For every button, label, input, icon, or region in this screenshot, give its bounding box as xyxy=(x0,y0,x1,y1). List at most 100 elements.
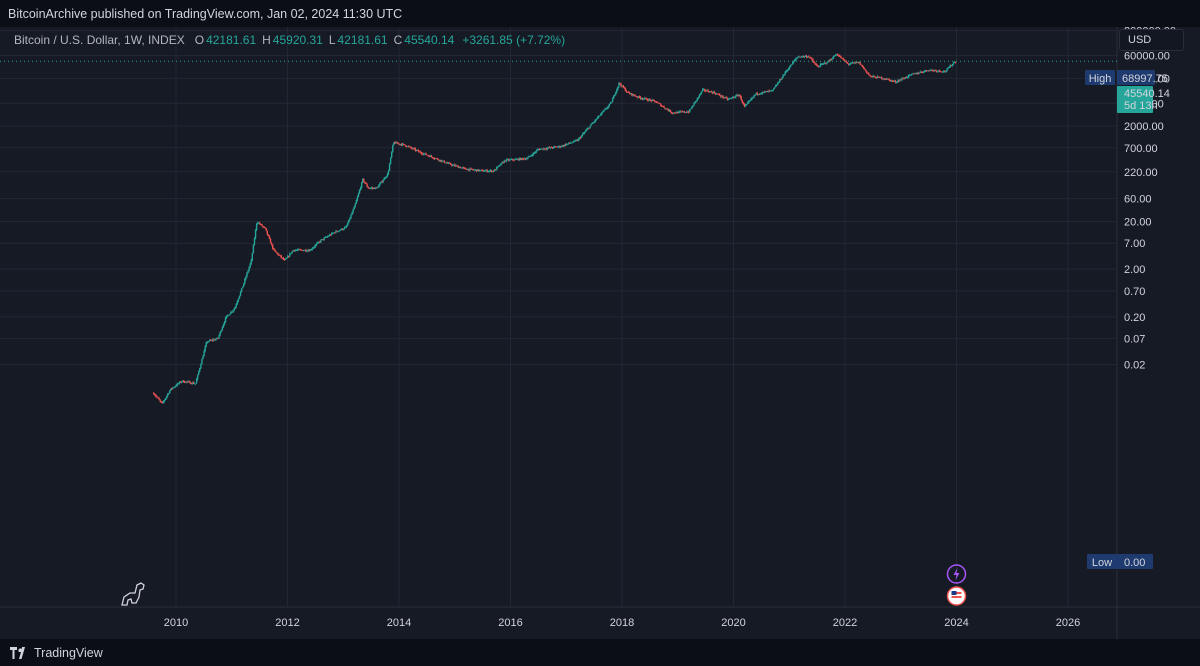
candle-body xyxy=(824,62,826,64)
candle-body xyxy=(265,228,267,231)
candle-body xyxy=(580,135,583,138)
lightning-bolt-icon xyxy=(953,568,960,580)
candle-body xyxy=(850,62,853,64)
low-value: 42181.61 xyxy=(337,33,388,47)
candle-body xyxy=(745,104,748,106)
candle-body xyxy=(675,112,677,114)
candle-body xyxy=(552,146,555,148)
candle-body xyxy=(232,310,234,312)
candle-body xyxy=(948,67,950,69)
candle-body xyxy=(841,58,843,59)
candle-body xyxy=(730,97,733,99)
candle-body xyxy=(906,77,909,78)
candle-body xyxy=(618,82,620,87)
candle-body xyxy=(323,237,325,240)
candle-body xyxy=(635,96,637,97)
candle-body xyxy=(421,152,423,154)
candle-body xyxy=(236,301,239,305)
candle-body xyxy=(601,112,603,115)
candle-body xyxy=(800,56,802,58)
candle-body xyxy=(818,66,821,68)
candle-body xyxy=(452,164,454,166)
candle-body xyxy=(462,167,465,169)
candle-body xyxy=(476,169,479,172)
candle-body xyxy=(514,159,516,161)
candle-body xyxy=(342,229,345,230)
candle-body xyxy=(537,149,540,151)
candle-body xyxy=(653,100,656,102)
candle-body xyxy=(876,76,879,79)
candle-body xyxy=(512,159,514,160)
candle-body xyxy=(202,356,204,360)
candle-body xyxy=(907,75,910,78)
candle-body xyxy=(410,146,412,148)
candle-body xyxy=(922,72,925,73)
candle-body xyxy=(868,73,870,75)
candle-body xyxy=(308,250,310,252)
candle-body xyxy=(474,169,477,171)
candle-body xyxy=(195,379,198,384)
candle-body xyxy=(153,393,155,395)
candle-body xyxy=(300,249,303,251)
candle-body xyxy=(479,169,482,171)
candle-body xyxy=(620,84,622,87)
candle-body xyxy=(411,147,413,149)
candle-body xyxy=(521,158,524,159)
candle-body xyxy=(664,107,666,109)
candle-body xyxy=(786,69,789,72)
candle-body xyxy=(744,105,747,107)
candle-body xyxy=(645,98,647,99)
chart-area[interactable] xyxy=(0,27,1200,639)
candle-body xyxy=(568,142,571,144)
y-tick-label: 0.70 xyxy=(1124,286,1145,298)
candle-body xyxy=(654,101,657,103)
candle-body xyxy=(901,78,903,80)
candle-body xyxy=(313,246,316,248)
candle-body xyxy=(522,158,525,160)
candle-body xyxy=(505,159,508,162)
candle-body xyxy=(710,91,712,93)
candle-body xyxy=(263,226,265,228)
candle-body xyxy=(590,124,592,126)
price-chart[interactable]: 200000.0060000.0020000.006000.002000.007… xyxy=(0,27,1200,639)
candle-body xyxy=(214,339,216,341)
candle-body xyxy=(667,109,670,111)
candle-body xyxy=(909,74,912,76)
candle-body xyxy=(695,100,697,102)
candle-body xyxy=(684,112,687,114)
candle-body xyxy=(520,158,523,160)
candle-body xyxy=(547,147,549,149)
lightning-event-icon[interactable] xyxy=(946,564,967,584)
candle-body xyxy=(403,144,406,146)
candle-body xyxy=(855,62,857,64)
candle-body xyxy=(733,97,735,99)
candle-body xyxy=(281,257,284,259)
candle-body xyxy=(255,223,258,231)
candle-body xyxy=(430,155,433,157)
y-tick-label: 0.02 xyxy=(1124,360,1145,372)
candle-body xyxy=(424,153,426,155)
candle-body xyxy=(652,99,655,101)
currency-button[interactable]: USD xyxy=(1119,29,1184,51)
candle-body xyxy=(870,75,872,77)
candle-body xyxy=(401,143,404,146)
candle-body xyxy=(291,251,293,254)
candle-body xyxy=(533,152,536,154)
candle-body xyxy=(763,91,765,93)
candle-body xyxy=(814,63,816,65)
candle-body xyxy=(382,180,384,183)
candle-body xyxy=(600,114,602,116)
candle-body xyxy=(208,340,211,342)
candle-body xyxy=(166,394,169,397)
candle-body xyxy=(680,111,682,113)
tradingview-logo[interactable]: TradingView xyxy=(10,646,103,660)
candle-body xyxy=(755,92,757,95)
candle-body xyxy=(353,206,355,210)
candle-body xyxy=(327,236,330,237)
candle-body xyxy=(720,95,722,97)
candle-body xyxy=(161,402,163,403)
candle-body xyxy=(572,142,574,143)
candle-body xyxy=(847,63,850,65)
candle-body xyxy=(181,380,184,382)
candle-body xyxy=(438,159,440,161)
